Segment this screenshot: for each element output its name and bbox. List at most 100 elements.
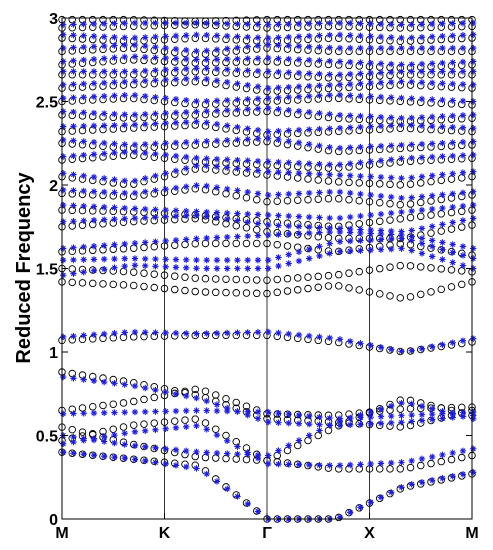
star-point xyxy=(80,68,87,75)
star-point xyxy=(131,41,139,49)
circle-point xyxy=(365,288,374,296)
star-point xyxy=(295,411,303,419)
star-point xyxy=(470,19,477,27)
data-points xyxy=(58,15,477,523)
star-point xyxy=(244,136,251,143)
star-point xyxy=(470,265,477,272)
star-point xyxy=(244,105,251,113)
star-point xyxy=(234,136,241,143)
circle-point xyxy=(191,274,199,282)
star-point xyxy=(285,106,292,114)
star-point xyxy=(254,256,262,264)
star-point xyxy=(60,81,67,88)
star-point xyxy=(418,154,426,161)
star-point xyxy=(275,262,282,270)
circle-point xyxy=(376,290,384,298)
star-point xyxy=(142,77,149,84)
star-point xyxy=(121,53,128,61)
circle-point xyxy=(232,398,240,407)
star-point xyxy=(193,265,200,272)
star-point xyxy=(367,191,374,199)
star-point xyxy=(326,240,333,247)
star-point xyxy=(418,411,426,418)
star-point xyxy=(183,264,190,272)
star-point xyxy=(90,203,98,210)
y-tick-label: 3 xyxy=(49,11,58,28)
star-point xyxy=(183,65,190,72)
star-point xyxy=(336,225,344,232)
star-point xyxy=(254,34,262,41)
star-point xyxy=(203,155,210,162)
star-point xyxy=(193,19,200,27)
star-point xyxy=(306,432,313,439)
circle-point xyxy=(283,446,292,455)
star-point xyxy=(459,471,467,478)
star-point xyxy=(388,60,395,68)
circle-point xyxy=(201,453,210,462)
circle-point xyxy=(150,444,158,453)
star-point xyxy=(418,455,426,463)
star-point xyxy=(224,329,231,337)
star-point xyxy=(377,113,385,121)
star-point xyxy=(213,330,221,337)
star-point xyxy=(336,214,344,222)
star-point xyxy=(275,34,282,41)
star-point xyxy=(254,157,262,165)
star-point xyxy=(193,154,200,162)
star-point xyxy=(80,20,87,28)
circle-point xyxy=(129,397,138,406)
star-point xyxy=(459,447,467,455)
star-point xyxy=(285,230,292,238)
star-point xyxy=(265,418,272,426)
star-point xyxy=(131,111,139,118)
star-point xyxy=(80,43,87,51)
circle-point xyxy=(304,244,312,253)
star-point xyxy=(459,124,467,131)
star-point xyxy=(388,122,395,129)
star-point xyxy=(152,54,159,61)
star-point xyxy=(439,123,446,130)
star-point xyxy=(80,268,87,276)
star-point xyxy=(70,108,77,116)
star-point xyxy=(326,91,333,99)
circle-point xyxy=(78,206,87,215)
star-point xyxy=(152,120,159,127)
circle-point xyxy=(304,273,312,281)
circle-point xyxy=(294,286,302,294)
circle-point xyxy=(458,223,466,231)
star-point xyxy=(203,234,210,242)
star-point xyxy=(265,128,272,135)
circle-point xyxy=(150,283,158,292)
star-point xyxy=(367,230,374,237)
star-point xyxy=(60,218,67,225)
star-point xyxy=(265,41,272,48)
star-point xyxy=(285,251,292,258)
star-point xyxy=(347,247,354,255)
star-point xyxy=(101,216,108,223)
star-point xyxy=(377,122,385,130)
circle-point xyxy=(314,272,323,281)
star-point xyxy=(449,97,456,104)
star-point xyxy=(316,170,323,178)
star-point xyxy=(213,256,221,264)
star-point xyxy=(336,228,344,236)
circle-point xyxy=(211,391,220,399)
star-point xyxy=(193,465,200,472)
star-point xyxy=(80,93,87,101)
star-point xyxy=(275,105,282,113)
star-point xyxy=(224,265,231,272)
star-point xyxy=(254,95,262,102)
y-tick-label: 0.5 xyxy=(36,429,58,446)
star-point xyxy=(254,220,262,227)
star-point xyxy=(295,33,303,40)
circle-point xyxy=(314,195,323,203)
star-point xyxy=(418,250,426,257)
circle-point xyxy=(273,288,282,297)
star-point xyxy=(367,44,374,52)
star-point xyxy=(326,31,333,39)
star-point xyxy=(439,33,446,40)
star-point xyxy=(336,31,344,39)
star-point xyxy=(131,121,139,128)
star-point xyxy=(377,93,385,101)
star-point xyxy=(439,341,446,348)
